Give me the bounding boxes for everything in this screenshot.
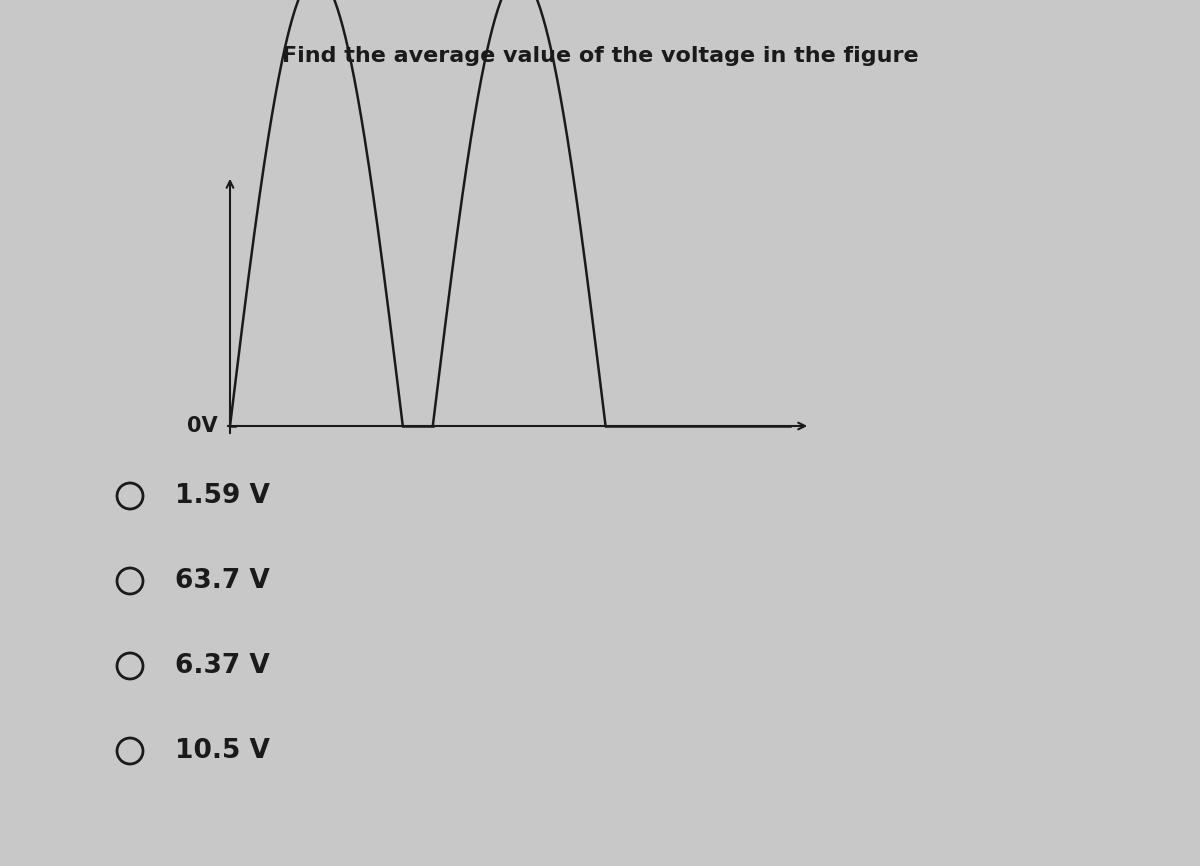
- Text: 63.7 V: 63.7 V: [175, 568, 270, 594]
- Text: 1.59 V: 1.59 V: [175, 483, 270, 509]
- Text: 6.37 V: 6.37 V: [175, 653, 270, 679]
- Text: Find the average value of the voltage in the figure: Find the average value of the voltage in…: [282, 46, 918, 66]
- Text: 0V: 0V: [187, 416, 218, 436]
- Text: 10.5 V: 10.5 V: [175, 738, 270, 764]
